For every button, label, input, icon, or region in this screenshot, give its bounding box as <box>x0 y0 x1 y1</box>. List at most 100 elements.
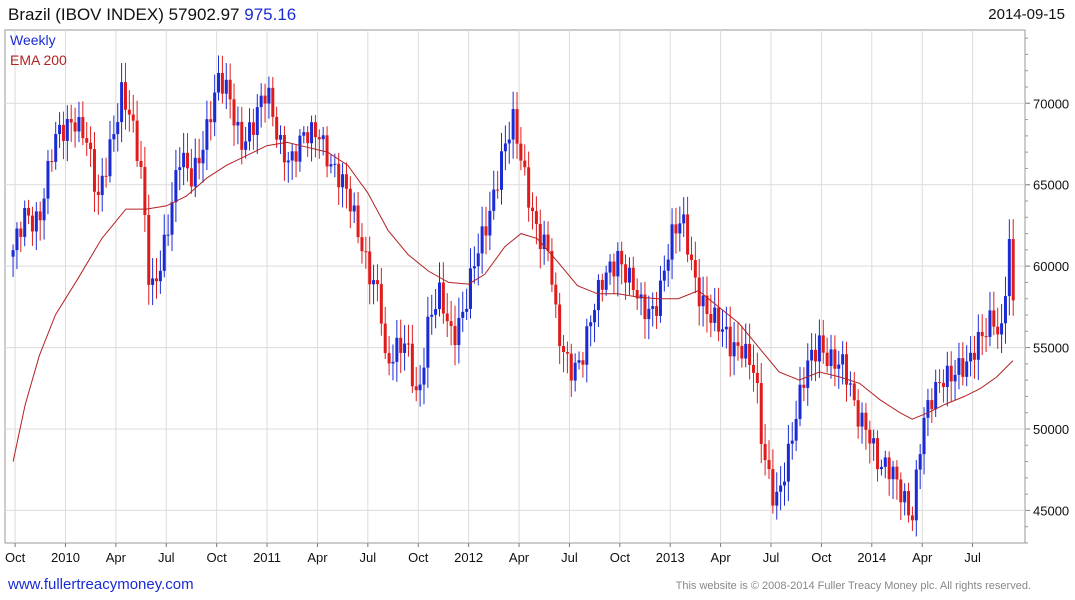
candle-body <box>573 362 577 381</box>
candle-body <box>899 479 903 503</box>
candle-body <box>182 152 186 168</box>
candle-body <box>178 167 182 171</box>
candle-body <box>131 114 135 121</box>
candle-body <box>228 79 232 100</box>
candle-body <box>453 325 457 346</box>
candle-body <box>996 326 1000 335</box>
candle-body <box>961 358 965 377</box>
candle-body <box>356 205 360 238</box>
candle-body <box>674 224 678 234</box>
candle-body <box>814 349 818 362</box>
candle-body <box>837 364 841 369</box>
candle-body <box>441 282 445 314</box>
candle-body <box>236 121 240 126</box>
legend-ema: EMA 200 <box>10 52 67 68</box>
x-tick-label: Jul <box>561 550 578 565</box>
candle-body <box>232 99 236 126</box>
candle-body <box>329 164 333 167</box>
candle-body <box>600 279 604 290</box>
candle-body <box>468 268 472 309</box>
candle-body <box>627 267 631 283</box>
candle-body <box>120 82 124 123</box>
candle-body <box>38 211 42 221</box>
candle-body <box>740 345 744 359</box>
candle-body <box>876 438 880 470</box>
candle-body <box>907 491 911 516</box>
candle-body <box>364 251 368 253</box>
candle-body <box>868 429 872 444</box>
x-tick-label: 2011 <box>253 550 281 565</box>
candle-body <box>240 121 244 150</box>
x-tick-label: Jul <box>158 550 175 565</box>
x-tick-label: Oct <box>408 550 429 565</box>
candle-body <box>825 352 829 367</box>
candle-body <box>531 207 535 212</box>
candle-body <box>542 234 546 250</box>
candle-body <box>829 349 833 367</box>
ema-200-line <box>12 141 1014 462</box>
candle-body <box>771 469 775 506</box>
candle-body <box>910 515 914 521</box>
candle-body <box>864 412 868 430</box>
candle-body <box>941 382 945 388</box>
candle-body <box>620 250 624 265</box>
candle-body <box>992 310 996 327</box>
candle-body <box>267 87 271 104</box>
candle-body <box>488 210 492 236</box>
candle-body <box>89 142 93 150</box>
candle-body <box>166 234 170 236</box>
candle-body <box>306 132 310 144</box>
candle-body <box>46 160 50 199</box>
candle-body <box>596 279 600 311</box>
candle-body <box>643 294 647 320</box>
x-tick-label: Oct <box>5 550 26 565</box>
candle-body <box>779 485 783 492</box>
candle-body <box>693 260 697 278</box>
candle-body <box>666 259 670 271</box>
candle-body <box>387 353 391 364</box>
candle-body <box>732 342 736 357</box>
candle-body <box>23 207 27 237</box>
candle-body <box>317 137 321 140</box>
candle-body <box>922 417 926 455</box>
candle-body <box>856 400 860 427</box>
x-tick-label: Apr <box>106 550 127 565</box>
candle-body <box>344 174 348 189</box>
price-change: 975.16 <box>244 5 297 24</box>
candle-body <box>403 343 407 353</box>
candle-body <box>705 295 709 314</box>
candle-body <box>500 151 504 190</box>
site-link[interactable]: www.fullertreacymoney.com <box>8 576 194 593</box>
candle-body <box>806 360 810 388</box>
candle-body <box>375 280 379 285</box>
candle-body <box>755 372 759 384</box>
candle-body <box>61 124 65 141</box>
candle-body <box>65 118 69 141</box>
candle-body <box>135 120 139 161</box>
candle-body <box>965 361 969 377</box>
candle-body <box>19 228 23 237</box>
candle-body <box>934 382 938 410</box>
candle-body <box>372 280 376 285</box>
candle-body <box>15 228 19 251</box>
candle-body <box>833 349 837 369</box>
candle-body <box>263 95 267 104</box>
candle-body <box>678 223 682 234</box>
candle-body <box>337 163 341 188</box>
candle-body <box>503 143 507 152</box>
candle-body <box>554 284 558 305</box>
candle-body <box>174 170 178 203</box>
candle-body <box>123 82 127 110</box>
candle-body <box>205 119 209 150</box>
candle-body <box>624 264 628 283</box>
candle-body <box>279 134 283 140</box>
x-tick-label: Apr <box>307 550 328 565</box>
candle-body <box>988 310 992 337</box>
candle-body <box>759 383 763 444</box>
candle-body <box>782 481 786 486</box>
candle-body <box>92 149 96 192</box>
candle-body <box>445 313 449 322</box>
candle-body <box>1007 239 1011 297</box>
candle-body <box>1000 323 1004 335</box>
